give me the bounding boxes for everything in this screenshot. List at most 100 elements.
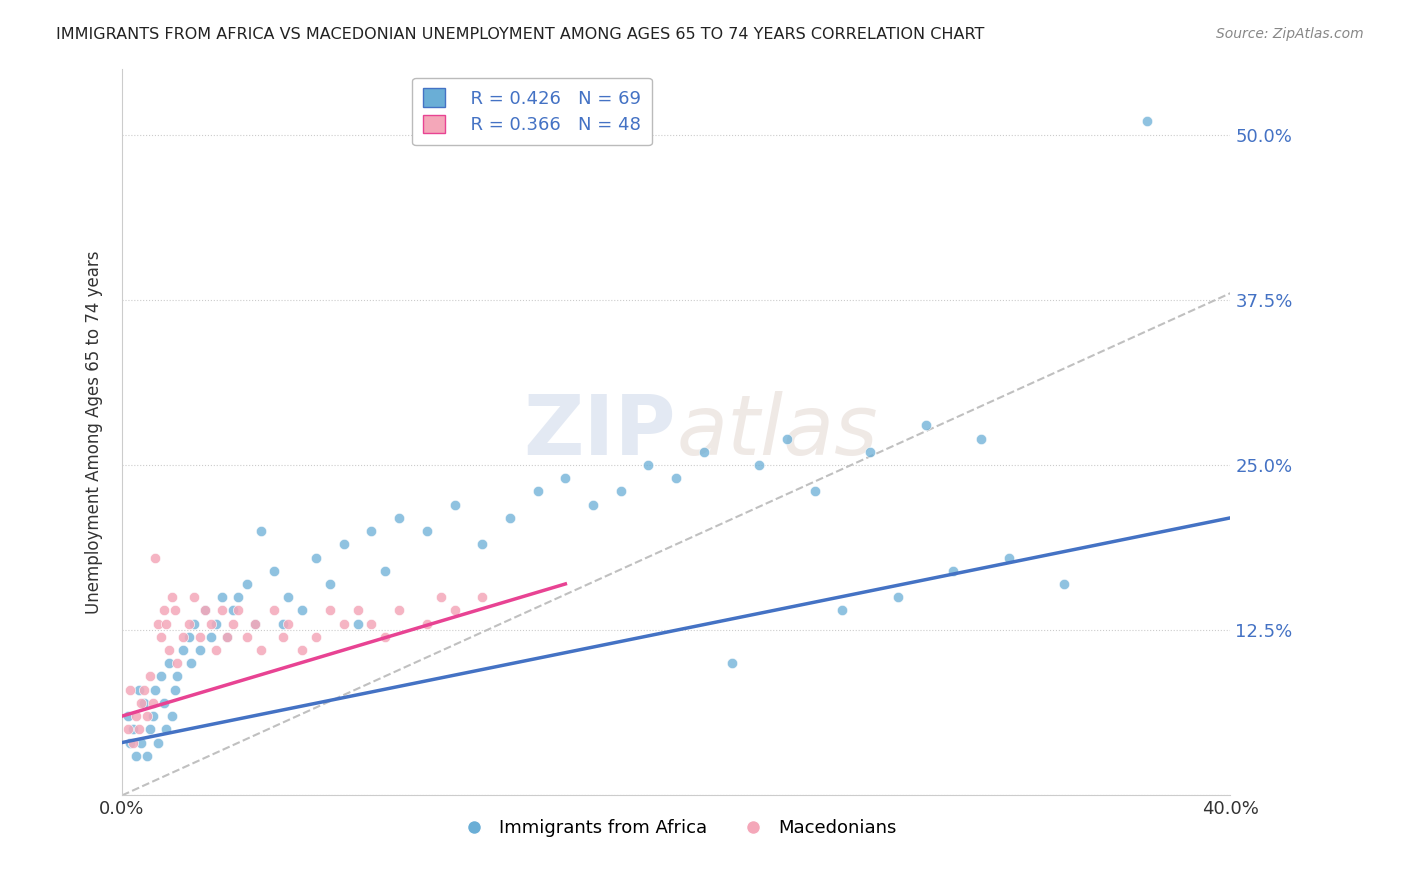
Point xyxy=(117,723,139,737)
Point xyxy=(155,723,177,737)
Point xyxy=(228,590,250,604)
Point xyxy=(194,603,217,617)
Point xyxy=(149,630,172,644)
Point xyxy=(443,603,465,617)
Point xyxy=(228,603,250,617)
Point xyxy=(117,709,139,723)
Point xyxy=(243,616,266,631)
Point xyxy=(360,524,382,538)
Point xyxy=(831,603,853,617)
Point xyxy=(319,577,342,591)
Point xyxy=(429,590,451,604)
Point xyxy=(803,484,825,499)
Point xyxy=(249,524,271,538)
Point xyxy=(128,723,150,737)
Point xyxy=(183,590,205,604)
Point xyxy=(172,630,194,644)
Point xyxy=(217,630,239,644)
Point xyxy=(277,590,299,604)
Point xyxy=(205,643,228,657)
Point xyxy=(139,669,162,683)
Point xyxy=(163,603,186,617)
Point xyxy=(146,735,169,749)
Point xyxy=(211,590,233,604)
Point xyxy=(131,735,153,749)
Point xyxy=(136,748,159,763)
Point xyxy=(346,616,368,631)
Text: IMMIGRANTS FROM AFRICA VS MACEDONIAN UNEMPLOYMENT AMONG AGES 65 TO 74 YEARS CORR: IMMIGRANTS FROM AFRICA VS MACEDONIAN UNE… xyxy=(56,27,984,42)
Point xyxy=(188,630,211,644)
Point xyxy=(120,735,142,749)
Point xyxy=(970,432,993,446)
Point xyxy=(1136,114,1159,128)
Legend: Immigrants from Africa, Macedonians: Immigrants from Africa, Macedonians xyxy=(449,812,904,845)
Point xyxy=(887,590,910,604)
Point xyxy=(332,537,354,551)
Point xyxy=(416,616,439,631)
Point xyxy=(271,616,294,631)
Point xyxy=(149,669,172,683)
Point xyxy=(388,603,411,617)
Point xyxy=(160,709,183,723)
Point xyxy=(388,511,411,525)
Point xyxy=(134,682,156,697)
Point xyxy=(582,498,605,512)
Point xyxy=(157,643,180,657)
Point xyxy=(360,616,382,631)
Point xyxy=(305,550,328,565)
Point xyxy=(155,616,177,631)
Point xyxy=(471,590,494,604)
Point xyxy=(243,616,266,631)
Point xyxy=(222,603,245,617)
Point xyxy=(720,657,742,671)
Point xyxy=(188,643,211,657)
Point xyxy=(374,630,396,644)
Point xyxy=(172,643,194,657)
Point xyxy=(143,682,166,697)
Point xyxy=(665,471,688,485)
Point xyxy=(166,657,188,671)
Point xyxy=(152,603,174,617)
Point xyxy=(141,696,163,710)
Point xyxy=(263,564,285,578)
Point xyxy=(146,616,169,631)
Point xyxy=(157,657,180,671)
Point xyxy=(914,418,936,433)
Text: ZIP: ZIP xyxy=(523,392,676,473)
Point xyxy=(332,616,354,631)
Point xyxy=(163,682,186,697)
Point xyxy=(748,458,770,472)
Point xyxy=(942,564,965,578)
Point xyxy=(139,723,162,737)
Point xyxy=(120,682,142,697)
Point xyxy=(997,550,1019,565)
Point xyxy=(693,444,716,458)
Point xyxy=(160,590,183,604)
Point xyxy=(177,630,200,644)
Point xyxy=(277,616,299,631)
Point xyxy=(859,444,882,458)
Point xyxy=(291,643,314,657)
Point xyxy=(235,630,257,644)
Point xyxy=(271,630,294,644)
Point xyxy=(122,723,145,737)
Point xyxy=(177,616,200,631)
Point xyxy=(554,471,576,485)
Text: Source: ZipAtlas.com: Source: ZipAtlas.com xyxy=(1216,27,1364,41)
Point xyxy=(235,577,257,591)
Point xyxy=(1053,577,1076,591)
Point xyxy=(205,616,228,631)
Point xyxy=(136,709,159,723)
Text: atlas: atlas xyxy=(676,392,877,473)
Point xyxy=(200,630,222,644)
Point xyxy=(305,630,328,644)
Point xyxy=(131,696,153,710)
Point xyxy=(211,603,233,617)
Point xyxy=(526,484,548,499)
Point xyxy=(374,564,396,578)
Point xyxy=(637,458,659,472)
Point xyxy=(416,524,439,538)
Point xyxy=(143,550,166,565)
Point xyxy=(610,484,633,499)
Point xyxy=(183,616,205,631)
